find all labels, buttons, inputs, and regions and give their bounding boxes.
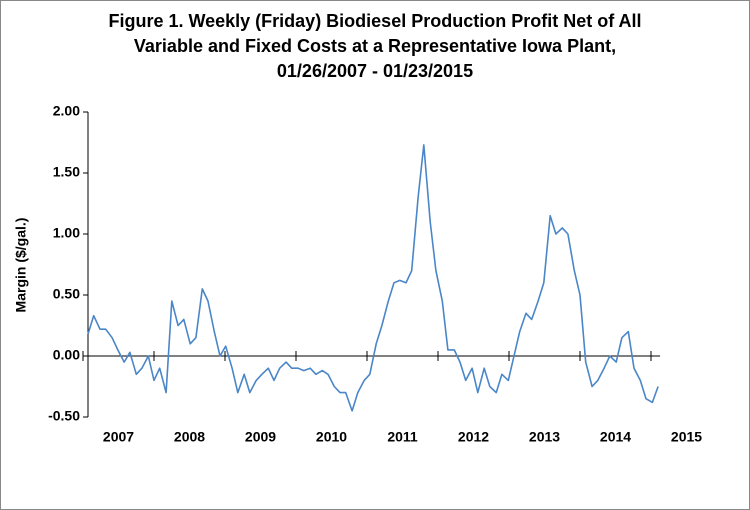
chart-title: 01/26/2007 - 01/23/2015 — [277, 61, 473, 81]
y-tick-label: 0.00 — [53, 347, 80, 363]
y-tick-label: 1.00 — [53, 225, 80, 241]
y-tick-label: 1.50 — [53, 164, 80, 180]
x-tick-label: 2011 — [387, 429, 418, 445]
x-tick-label: 2013 — [529, 429, 560, 445]
x-tick-label: 2012 — [458, 429, 489, 445]
x-tick-label: 2008 — [174, 429, 205, 445]
data-line — [87, 144, 659, 412]
x-tick-label: 2014 — [600, 429, 631, 445]
chart-title: Variable and Fixed Costs at a Representa… — [134, 36, 616, 56]
x-tick-label: 2009 — [245, 429, 276, 445]
y-tick-label: 0.50 — [53, 286, 80, 302]
x-tick-label: 2015 — [671, 429, 702, 445]
y-tick-label: -0.50 — [48, 408, 80, 424]
x-tick-label: 2007 — [103, 429, 134, 445]
chart-title: Figure 1. Weekly (Friday) Biodiesel Prod… — [108, 11, 641, 31]
y-tick-label: 2.00 — [53, 103, 80, 119]
x-tick-label: 2010 — [316, 429, 347, 445]
y-axis-label: Margin ($/gal.) — [13, 218, 29, 313]
